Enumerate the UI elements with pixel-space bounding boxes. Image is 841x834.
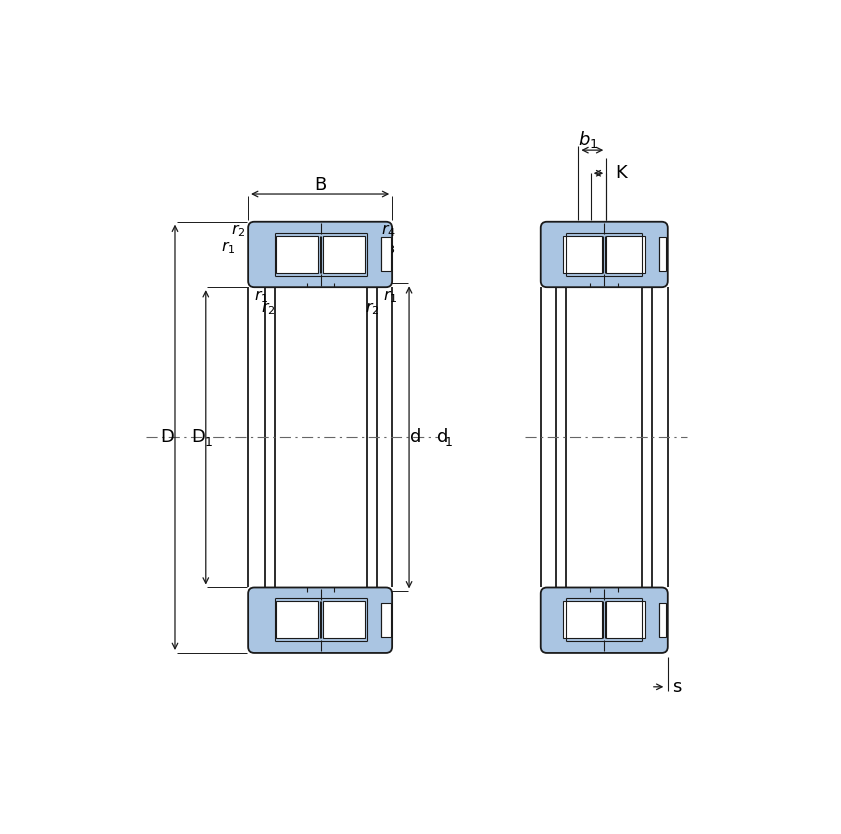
FancyBboxPatch shape [248, 587, 392, 653]
Text: d: d [410, 429, 420, 446]
Text: s: s [673, 678, 682, 696]
Text: $b_1$: $b_1$ [579, 128, 599, 150]
Bar [276, 235, 318, 273]
Text: $r_2$: $r_2$ [231, 223, 246, 239]
Bar [606, 235, 645, 273]
Text: $r_4$: $r_4$ [381, 223, 395, 239]
Bar [563, 601, 601, 638]
Text: $r_2$: $r_2$ [262, 300, 276, 317]
Text: 1: 1 [445, 436, 452, 450]
Text: B: B [315, 176, 326, 193]
Text: K: K [616, 164, 627, 183]
Bar [659, 237, 666, 271]
Text: $r_2$: $r_2$ [365, 300, 380, 317]
Text: d: d [436, 429, 448, 446]
Bar [381, 603, 390, 637]
Bar [606, 601, 645, 638]
Text: 1: 1 [204, 436, 212, 450]
Bar [323, 601, 365, 638]
Bar [276, 601, 318, 638]
Text: $r_1$: $r_1$ [383, 288, 398, 304]
FancyBboxPatch shape [248, 222, 392, 287]
Text: $r_1$: $r_1$ [253, 288, 268, 304]
FancyBboxPatch shape [541, 222, 668, 287]
Text: $r_1$: $r_1$ [221, 239, 235, 256]
Bar [659, 603, 666, 637]
FancyBboxPatch shape [541, 587, 668, 653]
Text: $r_3$: $r_3$ [381, 239, 395, 256]
Bar [323, 235, 365, 273]
Text: D: D [191, 429, 205, 446]
Text: D: D [161, 429, 174, 446]
Bar [381, 237, 390, 271]
Bar [563, 235, 601, 273]
